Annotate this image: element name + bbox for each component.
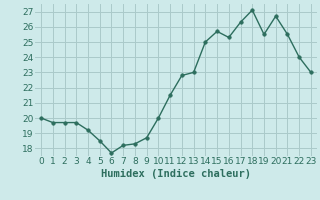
- X-axis label: Humidex (Indice chaleur): Humidex (Indice chaleur): [101, 169, 251, 179]
